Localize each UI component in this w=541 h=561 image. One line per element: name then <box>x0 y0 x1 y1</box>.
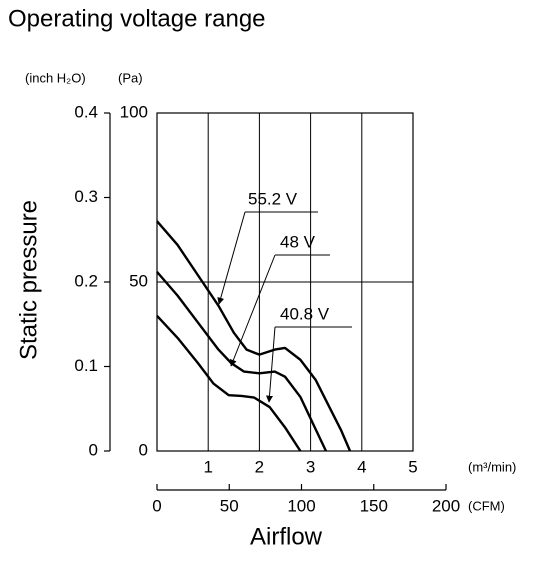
y2-unit: (inch H₂O) <box>25 70 86 85</box>
curve <box>156 314 302 452</box>
x-tick-label: 1 <box>203 457 212 476</box>
y2-tick-label: 0.2 <box>74 271 98 290</box>
curve <box>156 271 328 452</box>
arrow <box>230 254 276 367</box>
y-tick-label: 50 <box>129 271 148 290</box>
x2-tick-label: 0 <box>152 496 161 515</box>
y-tick-label: 0 <box>139 440 148 459</box>
series-label: 55.2 V <box>248 189 298 208</box>
x2-tick-label: 100 <box>287 496 315 515</box>
x-tick-label: 3 <box>306 457 315 476</box>
y-unit: (Pa) <box>118 70 143 85</box>
x2-unit: (CFM) <box>468 498 505 513</box>
y2-tick-label: 0.4 <box>74 102 98 121</box>
x-tick-label: 4 <box>357 457 366 476</box>
x2-tick-label: 200 <box>432 496 460 515</box>
arrow <box>217 211 246 305</box>
x-label: Airflow <box>250 523 323 550</box>
x-tick-label: 5 <box>408 457 417 476</box>
series-label: 48 V <box>280 232 316 251</box>
y-tick-label: 100 <box>120 102 148 121</box>
y2-tick-label: 0.3 <box>74 187 98 206</box>
y2-tick-label: 0 <box>89 440 98 459</box>
y2-tick-label: 0.1 <box>74 356 98 375</box>
x-tick-label: 2 <box>255 457 264 476</box>
series-label: 40.8 V <box>280 304 330 323</box>
x-unit: (m³/min) <box>468 459 516 474</box>
arrow <box>266 326 276 403</box>
y-label: Static pressure <box>15 200 42 360</box>
x2-tick-label: 50 <box>220 496 239 515</box>
curve <box>156 220 352 452</box>
chart-title: Operating voltage range <box>8 5 266 32</box>
x2-tick-label: 150 <box>360 496 388 515</box>
